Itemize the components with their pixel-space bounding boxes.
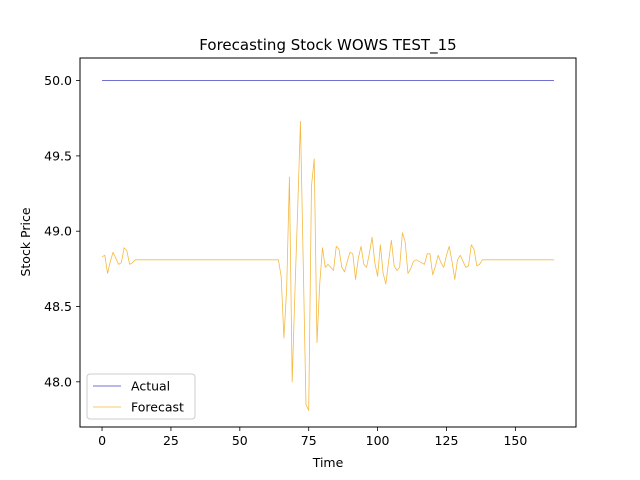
x-tick-label: 50	[232, 433, 248, 448]
y-tick-label: 49.0	[44, 224, 72, 239]
plot-area	[101, 80, 554, 411]
x-axis: 0 25 50 75 100 125 150	[98, 427, 527, 448]
y-axis: 48.0 48.5 49.0 49.5 50.0	[44, 73, 80, 389]
x-tick-label: 125	[435, 433, 459, 448]
chart-title: Forecasting Stock WOWS TEST_15	[199, 36, 456, 55]
y-tick-label: 48.5	[44, 299, 72, 314]
legend-label-forecast: Forecast	[131, 400, 184, 415]
series-line-forecast	[101, 120, 554, 411]
x-tick-label: 0	[98, 433, 106, 448]
y-tick-label: 49.5	[44, 148, 72, 163]
y-tick-label: 50.0	[44, 73, 72, 88]
x-tick-label: 100	[366, 433, 390, 448]
y-tick-label: 48.0	[44, 374, 72, 389]
x-tick-label: 25	[163, 433, 179, 448]
x-tick-label: 75	[301, 433, 317, 448]
y-axis-label: Stock Price	[18, 207, 33, 276]
plot-frame	[79, 57, 577, 428]
legend: Actual Forecast	[86, 373, 196, 420]
x-tick-label: 150	[503, 433, 527, 448]
legend-label-actual: Actual	[131, 379, 170, 394]
x-axis-label: Time	[312, 455, 344, 470]
legend-box	[86, 373, 196, 420]
